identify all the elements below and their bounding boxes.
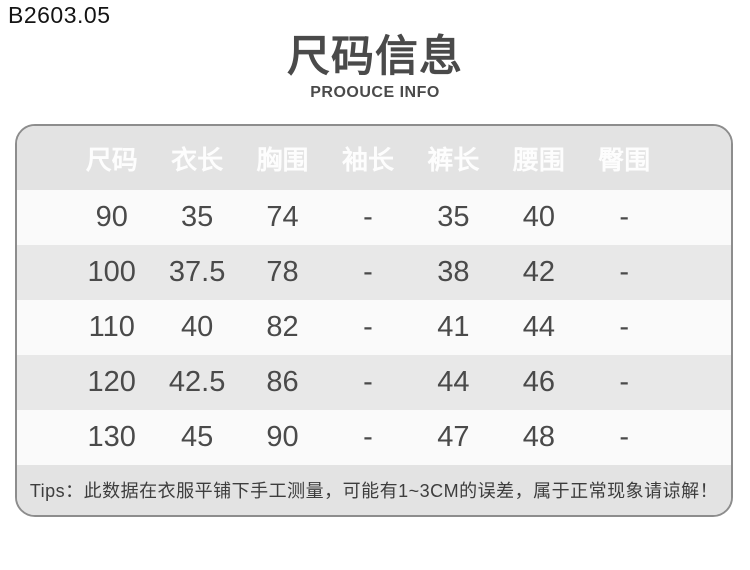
table-cell: 44 [522,311,555,343]
table-cell: 100 [87,256,136,288]
table-row: 90 35 74 - 35 40 - [17,190,731,245]
table-cell: 42.5 [168,366,226,398]
column-header: 裤长 [427,144,480,175]
table-cell: 38 [437,256,470,288]
column-header: 腰围 [512,144,565,175]
table-cell: 40 [522,201,555,233]
table-cell: 40 [181,311,214,343]
table-cell: 35 [181,201,214,233]
table-cell: 130 [87,421,136,453]
column-header: 尺码 [85,144,138,175]
table-cell: 41 [437,311,470,343]
column-header: 袖长 [341,144,394,175]
table-cell: 74 [266,201,299,233]
table-cell: - [619,201,630,233]
table-cell: - [363,421,373,453]
table-header-row: 尺码 衣长 胸围 袖长 裤长 腰围 臀围 [17,126,731,190]
table-cell: - [619,256,630,288]
column-header: 臀围 [598,144,651,175]
table-cell: - [619,421,630,453]
table-cell: 47 [437,421,470,453]
table-cell: - [363,256,373,288]
table-row: 100 37.5 78 - 38 42 - [17,245,731,300]
table-cell: 86 [266,366,299,398]
size-table: 尺码 衣长 胸围 袖长 裤长 腰围 臀围 90 35 74 - 35 40 - 100 37.5 78 - 38 4… [15,124,733,517]
table-cell: 120 [87,366,136,398]
column-header: 胸围 [256,144,309,175]
table-cell: - [619,311,630,343]
table-cell: 82 [266,311,299,343]
table-body: 90 35 74 - 35 40 - 100 37.5 78 - 38 42 - 110 40 82 - 41 44 -… [17,190,731,465]
tips-row: Tips：此数据在衣服平铺下手工测量，可能有1~3CM的误差，属于正常现象请谅解… [17,465,731,515]
table-cell: 78 [266,256,299,288]
table-row: 110 40 82 - 41 44 - [17,300,731,355]
table-cell: 90 [266,421,299,453]
table-cell: - [619,366,630,398]
tips-text: Tips：此数据在衣服平铺下手工测量，可能有1~3CM的误差，属于正常现象请谅解… [29,481,719,501]
table-cell: - [363,366,373,398]
table-cell: 90 [95,201,128,233]
page-subtitle: PROOUCE INFO [310,84,440,102]
table-cell: - [363,201,373,233]
table-cell: 37.5 [168,256,226,288]
table-cell: - [363,311,373,343]
column-header: 衣长 [171,144,224,175]
table-cell: 46 [522,366,555,398]
table-cell: 42 [522,256,555,288]
table-cell: 110 [88,311,135,343]
table-row: 130 45 90 - 47 48 - [17,410,731,465]
table-cell: 35 [437,201,470,233]
table-row: 120 42.5 86 - 44 46 - [17,355,731,410]
table-cell: 48 [522,421,555,453]
table-cell: 44 [437,366,470,398]
title-block: 尺码信息 PROOUCE INFO [0,33,750,102]
page-title: 尺码信息 [287,33,463,81]
product-code: B2603.05 [8,2,111,28]
table-cell: 45 [181,421,214,453]
